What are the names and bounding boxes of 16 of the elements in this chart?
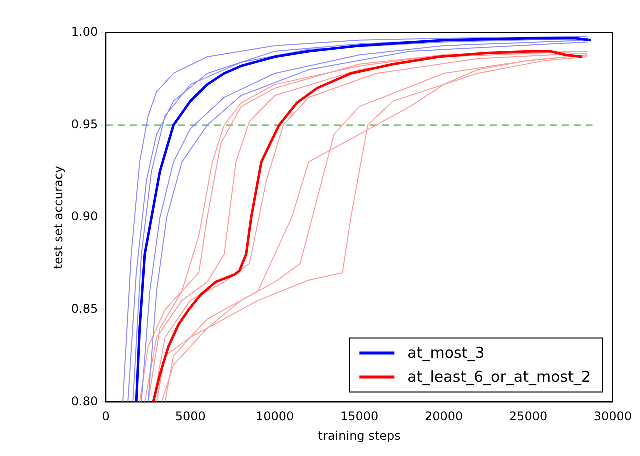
y-tick-label: 1.00 bbox=[71, 25, 98, 40]
x-tick-label: 5000 bbox=[175, 410, 206, 424]
y-tick-label: 0.95 bbox=[71, 117, 98, 132]
x-axis-title: training steps bbox=[318, 428, 401, 443]
x-tick-label: 15000 bbox=[340, 410, 379, 424]
x-tick-label: 10000 bbox=[256, 410, 294, 424]
x-tick-label: 30000 bbox=[594, 410, 632, 424]
y-tick-label: 0.90 bbox=[71, 210, 98, 224]
x-tick-label: 25000 bbox=[509, 410, 548, 424]
y-axis-title: test set accuracy bbox=[51, 166, 66, 270]
legend-label: at_least_6_or_at_most_2 bbox=[408, 368, 592, 386]
x-tick-label: 0 bbox=[102, 410, 110, 424]
x-tick-label: 20000 bbox=[424, 410, 464, 424]
y-tick-label: 0.80 bbox=[71, 394, 98, 408]
y-tick-label: 0.85 bbox=[71, 302, 98, 316]
legend-label: at_most_3 bbox=[408, 344, 485, 362]
